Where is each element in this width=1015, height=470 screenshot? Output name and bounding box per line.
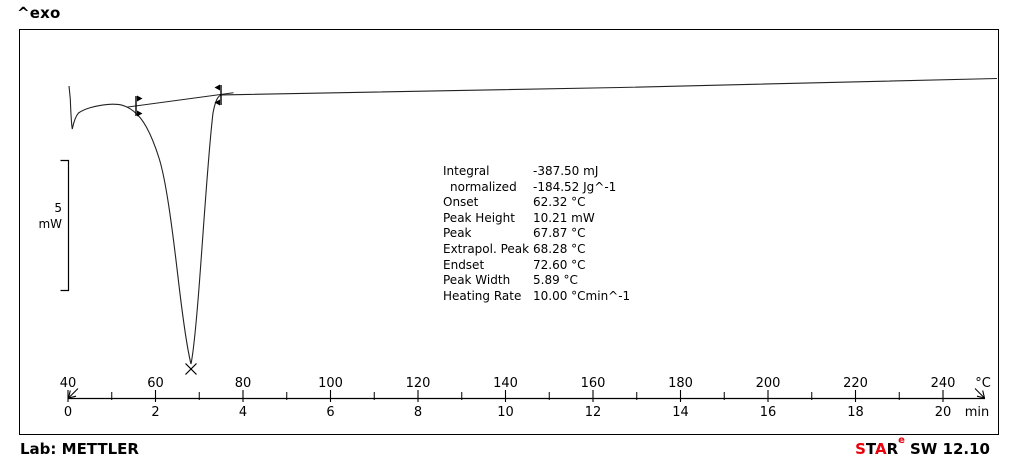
temp-tick-label: 40: [59, 376, 77, 391]
temp-tick-label: 200: [755, 376, 781, 391]
temp-tick-label: 60: [147, 376, 164, 391]
result-row-peak-height: Peak Height 10.21 mW: [443, 211, 630, 227]
temp-tick-label: 240: [930, 376, 956, 391]
software-version-label: STARe SW 12.10: [855, 435, 990, 458]
result-label: normalized: [450, 179, 517, 194]
time-tick-label: 6: [326, 405, 335, 420]
result-row-peak-width: Peak Width 5.89 °C: [443, 273, 630, 289]
result-value: 67.87 °C: [533, 226, 586, 241]
result-value: 62.32 °C: [533, 195, 586, 210]
time-tick-label: 10: [497, 405, 514, 420]
scale-bracket: [60, 159, 70, 292]
result-label: Heating Rate: [443, 288, 522, 303]
time-tick-label: 8: [413, 405, 423, 420]
result-label: Integral: [443, 164, 490, 178]
star-letter: S: [855, 440, 866, 458]
scale-bar-value: 5: [54, 201, 62, 215]
exo-direction-label: ^exo: [17, 4, 61, 22]
temp-axis-unit: °C: [975, 376, 991, 391]
temp-tick-label: 100: [318, 376, 343, 391]
result-row-extrapol-peak: Extrapol. Peak 68.28 °C: [443, 242, 630, 258]
temp-tick-label: 80: [234, 376, 252, 391]
x-axis-major-ticks: [67, 390, 944, 402]
result-value: -184.52 Jg^-1: [533, 179, 617, 194]
result-value: -387.50 mJ: [533, 164, 599, 178]
temp-tick-label: 160: [580, 376, 606, 391]
integration-baseline: [126, 92, 234, 108]
lab-name-label: Lab: METTLER: [20, 440, 139, 458]
result-row-endset: Endset 72.60 °C: [443, 258, 630, 274]
result-value: 10.21 mW: [533, 210, 595, 225]
result-row-peak: Peak 67.87 °C: [443, 226, 630, 242]
time-axis-unit: min: [964, 405, 990, 420]
x-axis-start-arrow-icon: [67, 388, 79, 399]
time-tick-label: 14: [672, 405, 689, 420]
result-label: Endset: [443, 257, 485, 272]
time-tick-label: 12: [584, 405, 602, 420]
temp-tick-label: 120: [405, 376, 431, 391]
result-row-integral: Integral -387.50 mJ: [443, 164, 630, 180]
scale-bar-unit: mW: [38, 217, 62, 231]
result-label: Peak Width: [443, 273, 511, 288]
integration-limit-right-marker: [214, 84, 222, 106]
result-row-normalized: normalized -184.52 Jg^-1: [443, 180, 630, 196]
time-tick-label: 20: [934, 405, 952, 420]
temp-tick-label: 140: [493, 376, 518, 391]
result-value: 5.89 °C: [533, 273, 578, 288]
result-value: 68.28 °C: [533, 241, 586, 256]
time-tick-label: 2: [151, 405, 160, 420]
time-tick-label: 0: [63, 405, 73, 420]
temp-tick-label: 180: [668, 376, 693, 391]
integration-limit-left-marker: [135, 95, 143, 117]
plot-border: [19, 29, 999, 435]
result-label: Peak Height: [443, 210, 515, 225]
result-row-heating-rate: Heating Rate 10.00 °Cmin^-1: [443, 289, 630, 305]
sw-version-text: SW 12.10: [909, 440, 990, 458]
result-value: 72.60 °C: [533, 257, 586, 272]
result-row-onset: Onset 62.32 °C: [443, 195, 630, 211]
peak-analysis-results: Integral -387.50 mJ normalized -184.52 J…: [443, 164, 630, 304]
time-tick-label: 4: [238, 405, 248, 420]
result-label: Onset: [443, 195, 479, 210]
time-tick-label: 18: [847, 405, 864, 420]
result-label: Peak: [443, 226, 472, 241]
peak-x-marker: [185, 363, 197, 375]
result-label: Extrapol. Peak: [443, 241, 530, 256]
star-letter: R: [886, 440, 899, 458]
star-superscript-e: e: [898, 435, 905, 446]
scale-bar-label: 5 mW: [18, 200, 62, 232]
x-axis-minor-ticks: [111, 392, 900, 400]
star-letter: A: [875, 440, 887, 458]
temp-tick-label: 220: [843, 376, 868, 391]
x-axis-end-arrow-icon: [974, 388, 986, 399]
result-value: 10.00 °Cmin^-1: [533, 288, 631, 303]
time-tick-label: 16: [759, 405, 777, 420]
star-letter: T: [865, 440, 875, 458]
